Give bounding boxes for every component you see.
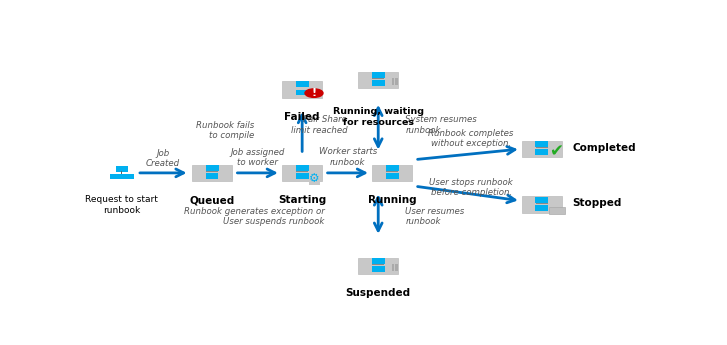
FancyBboxPatch shape [302, 173, 303, 176]
FancyBboxPatch shape [371, 266, 384, 272]
FancyBboxPatch shape [536, 149, 548, 155]
Text: Stopped: Stopped [573, 198, 622, 208]
FancyBboxPatch shape [296, 81, 309, 87]
FancyBboxPatch shape [521, 196, 562, 213]
FancyBboxPatch shape [395, 78, 398, 85]
FancyBboxPatch shape [110, 174, 122, 179]
FancyBboxPatch shape [371, 258, 385, 264]
Text: ⚙: ⚙ [309, 172, 320, 185]
FancyBboxPatch shape [206, 165, 219, 171]
FancyBboxPatch shape [282, 165, 322, 181]
Text: ✔: ✔ [550, 142, 563, 160]
FancyBboxPatch shape [386, 171, 398, 172]
FancyBboxPatch shape [541, 149, 542, 152]
Text: Running: Running [368, 196, 417, 206]
Text: System resumes
runbook: System resumes runbook [405, 115, 477, 135]
FancyBboxPatch shape [296, 173, 308, 179]
Text: Request to start
runbook: Request to start runbook [86, 196, 158, 215]
FancyBboxPatch shape [535, 205, 547, 211]
FancyBboxPatch shape [296, 90, 308, 95]
Text: User resumes
runbook: User resumes runbook [405, 207, 465, 226]
FancyBboxPatch shape [372, 165, 412, 181]
FancyBboxPatch shape [282, 81, 322, 98]
FancyBboxPatch shape [371, 80, 384, 86]
Text: Job assigned
to worker: Job assigned to worker [230, 148, 285, 167]
FancyBboxPatch shape [536, 147, 547, 148]
Text: Worker starts
runbook: Worker starts runbook [318, 147, 377, 167]
FancyBboxPatch shape [536, 203, 547, 204]
FancyBboxPatch shape [372, 78, 384, 79]
FancyBboxPatch shape [372, 80, 385, 86]
FancyBboxPatch shape [372, 266, 385, 272]
FancyBboxPatch shape [371, 72, 385, 78]
Text: Suspended: Suspended [345, 288, 411, 298]
FancyBboxPatch shape [541, 205, 542, 208]
FancyBboxPatch shape [192, 165, 232, 181]
Text: Fair Share
limit reached: Fair Share limit reached [291, 115, 348, 135]
FancyBboxPatch shape [377, 266, 379, 269]
Text: Failed: Failed [284, 112, 320, 122]
FancyBboxPatch shape [550, 207, 565, 214]
FancyBboxPatch shape [296, 165, 309, 171]
Text: Queued: Queued [190, 196, 235, 206]
FancyBboxPatch shape [358, 257, 398, 274]
FancyBboxPatch shape [372, 264, 384, 265]
FancyBboxPatch shape [392, 173, 393, 176]
FancyBboxPatch shape [206, 171, 218, 172]
FancyBboxPatch shape [535, 141, 548, 147]
Text: Runbook fails
to compile: Runbook fails to compile [196, 121, 254, 140]
FancyBboxPatch shape [296, 173, 308, 179]
FancyBboxPatch shape [302, 90, 303, 92]
FancyBboxPatch shape [395, 264, 398, 271]
FancyBboxPatch shape [296, 171, 308, 172]
FancyBboxPatch shape [521, 141, 562, 157]
Text: Starting: Starting [278, 196, 326, 206]
FancyBboxPatch shape [116, 166, 128, 171]
FancyBboxPatch shape [206, 173, 218, 179]
FancyBboxPatch shape [392, 264, 394, 271]
FancyBboxPatch shape [121, 174, 134, 179]
Text: !: ! [311, 88, 316, 98]
FancyBboxPatch shape [212, 173, 213, 176]
Text: Runbook completes
without exception.: Runbook completes without exception. [428, 129, 514, 148]
Text: Running, waiting
for resources: Running, waiting for resources [333, 107, 424, 127]
FancyBboxPatch shape [296, 90, 308, 95]
Text: Job
Created: Job Created [146, 149, 180, 168]
Text: Completed: Completed [573, 143, 636, 152]
Text: Runbook generates exception or
User suspends runbook: Runbook generates exception or User susp… [184, 207, 325, 226]
FancyBboxPatch shape [121, 171, 122, 174]
FancyBboxPatch shape [377, 80, 379, 83]
FancyBboxPatch shape [535, 149, 547, 155]
FancyBboxPatch shape [386, 165, 399, 171]
FancyBboxPatch shape [535, 197, 548, 203]
FancyBboxPatch shape [206, 173, 218, 179]
FancyBboxPatch shape [392, 78, 394, 85]
FancyBboxPatch shape [386, 173, 398, 179]
Text: User stops runbook
before completion.: User stops runbook before completion. [430, 178, 513, 197]
FancyBboxPatch shape [536, 205, 548, 211]
FancyBboxPatch shape [358, 71, 398, 88]
Circle shape [305, 89, 323, 97]
FancyBboxPatch shape [386, 173, 398, 179]
